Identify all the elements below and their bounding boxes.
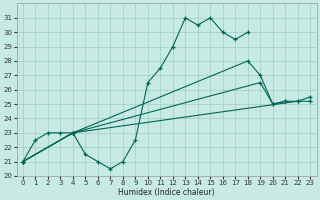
X-axis label: Humidex (Indice chaleur): Humidex (Indice chaleur) [118, 188, 215, 197]
